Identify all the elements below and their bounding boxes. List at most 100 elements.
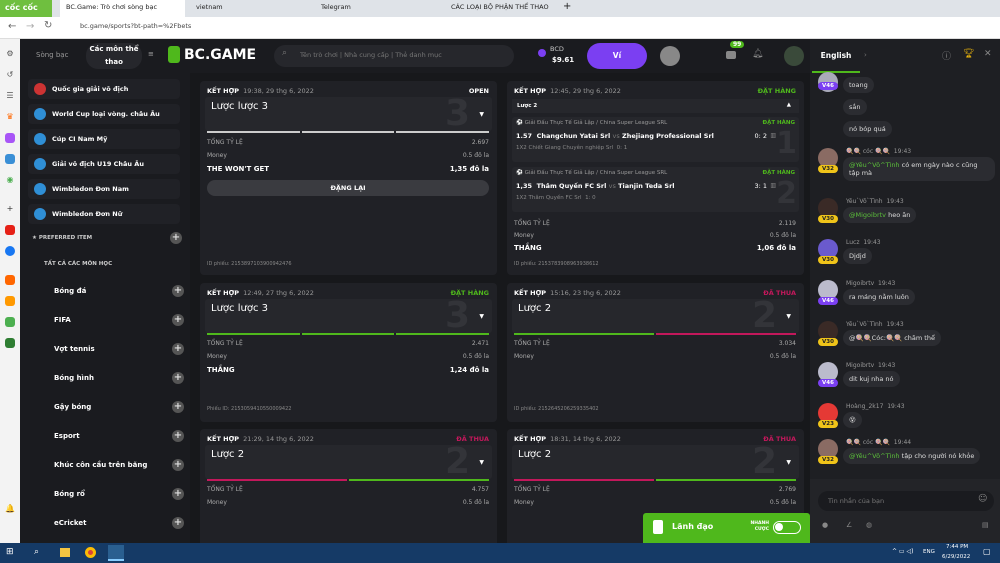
gift-icon[interactable]: ◍ — [866, 521, 873, 529]
trophy-icon[interactable]: 🏆︎ — [963, 49, 975, 59]
bell-icon[interactable]: 🔔︎ — [752, 49, 764, 59]
chat-language-tab[interactable]: English — [812, 39, 860, 73]
coin-icon[interactable]: ● — [822, 521, 829, 529]
league-item[interactable]: Wimbledon Đơn Nam — [28, 179, 180, 199]
leaf-icon[interactable] — [5, 338, 15, 348]
tab-sports-parts[interactable]: CÁC LOẠI BỘ PHẬN THỂ THAO — [451, 3, 549, 11]
tab-bcgame[interactable]: BC.Game: Trò chơi sòng bạc — [60, 0, 185, 17]
language-indicator[interactable]: ENG — [923, 549, 935, 555]
caret-up-icon[interactable]: ▲ — [786, 102, 791, 108]
search-input[interactable]: Tên trò chơi | Nhà cung cấp | Thẻ danh m… — [274, 45, 514, 67]
app-icon[interactable] — [5, 275, 15, 285]
forward-icon[interactable]: → — [26, 21, 35, 32]
leader-bar[interactable]: Lãnh đạo NHANH CƯỢC — [643, 513, 810, 543]
clock-time[interactable]: 7:44 PM — [946, 544, 969, 550]
sport-item-handball[interactable]: Bóng hình + — [34, 370, 184, 388]
notification-icon[interactable]: 🔔 — [5, 504, 15, 513]
sport-item-tennis[interactable]: Vợt tennis + — [34, 341, 184, 359]
caret-down-icon[interactable]: ▼ — [479, 459, 484, 466]
add-icon[interactable]: + — [6, 204, 14, 213]
casino-link[interactable]: Sòng bạc — [36, 51, 69, 59]
expand-icon[interactable]: + — [172, 372, 184, 384]
chevron-right-icon[interactable]: › — [864, 51, 867, 59]
expand-icon[interactable]: + — [172, 314, 184, 326]
search-icon[interactable]: ⌕ — [34, 547, 40, 557]
clock-date[interactable]: 6/29/2022 — [942, 554, 971, 560]
bet-selector[interactable]: Lược 2 2 ▼ — [512, 299, 799, 333]
currency-select[interactable]: BCD — [550, 45, 564, 53]
pen-icon[interactable]: ∠ — [846, 521, 853, 529]
reload-icon[interactable]: ↻ — [44, 20, 53, 31]
sport-item-basketball[interactable]: Bóng rổ + — [34, 486, 184, 504]
bet-selector[interactable]: Lược lược 3 3 ▼ — [205, 299, 492, 333]
quick-bet-toggle[interactable] — [773, 521, 801, 534]
gif-icon[interactable]: ▤ — [982, 521, 989, 529]
league-item[interactable]: World Cup loại vòng. châu Âu — [28, 104, 180, 124]
coccoc-menu[interactable]: cốc cốc — [0, 0, 52, 17]
caret-down-icon[interactable]: ▼ — [786, 313, 791, 320]
url-field[interactable]: bc.game/sports?bt-path=%2Fbets — [80, 22, 192, 30]
user-avatar[interactable] — [660, 46, 680, 66]
sport-item-esport[interactable]: Esport + — [34, 428, 184, 446]
mail-icon[interactable] — [726, 51, 736, 59]
expand-icon[interactable]: + — [172, 459, 184, 471]
list-icon[interactable]: ☰ — [6, 91, 14, 100]
back-icon[interactable]: ← — [8, 21, 17, 32]
action-center-icon[interactable]: ▢ — [983, 547, 991, 556]
messenger-icon[interactable] — [5, 133, 15, 143]
wallet-button[interactable]: Ví — [587, 43, 647, 69]
crown-icon[interactable]: ♛ — [6, 112, 14, 121]
league-item[interactable]: Quốc gia giải vô địch — [28, 79, 180, 99]
tab-telegram[interactable]: Telegram — [321, 3, 351, 11]
tab-vietnam[interactable]: vietnam — [196, 3, 223, 11]
info-icon[interactable]: ⓘ — [942, 52, 952, 62]
bet-selector[interactable]: Lược lược 3 3 ▼ — [205, 97, 492, 131]
expand-icon[interactable]: + — [172, 285, 184, 297]
chat-toggle-icon[interactable] — [784, 46, 804, 66]
emoji-icon[interactable]: ☺ — [978, 494, 988, 504]
league-item[interactable]: Cúp CI Nam Mỹ — [28, 129, 180, 149]
league-item[interactable]: Giải vô địch U19 Châu Âu — [28, 154, 180, 174]
gamepad-icon[interactable]: ◉ — [6, 175, 14, 184]
expand-icon[interactable]: + — [172, 343, 184, 355]
expand-icon[interactable]: + — [172, 517, 184, 529]
sport-item-ice-hockey[interactable]: Khúc côn cầu trên băng + — [34, 457, 184, 475]
shop-icon[interactable] — [5, 296, 15, 306]
youtube-icon[interactable] — [5, 225, 15, 235]
avatar — [818, 439, 838, 459]
sport-item-ecricket[interactable]: eCricket + — [34, 515, 184, 533]
chart-icon[interactable] — [5, 154, 15, 164]
menu-icon[interactable]: ≡ — [148, 50, 154, 58]
coccoc-taskbar-icon[interactable] — [108, 545, 124, 561]
stats-icon[interactable]: ▥ — [770, 182, 776, 189]
sport-item-fifa[interactable]: FIFA + — [34, 312, 184, 330]
calendar-icon[interactable] — [5, 317, 15, 327]
caret-down-icon[interactable]: ▼ — [786, 459, 791, 466]
expand-icon[interactable]: + — [172, 401, 184, 413]
bet-selector[interactable]: Lược 2 2 ▼ — [205, 445, 492, 479]
bet-selector-open[interactable]: Lược 2 ▲ — [512, 99, 799, 113]
facebook-icon[interactable] — [5, 246, 15, 256]
bet-selector[interactable]: Lược 2 2 ▼ — [512, 445, 799, 479]
add-preferred-button[interactable]: + — [170, 232, 182, 244]
rebet-button[interactable]: ĐẶNG LẠI — [207, 180, 489, 196]
file-explorer-icon[interactable] — [60, 548, 70, 557]
settings-icon[interactable]: ⚙ — [6, 49, 14, 58]
league-item[interactable]: Wimbledon Đơn Nữ — [28, 204, 180, 224]
caret-down-icon[interactable]: ▼ — [479, 313, 484, 320]
stats-icon[interactable]: ▥ — [770, 132, 776, 139]
new-tab-button[interactable]: + — [563, 1, 572, 12]
history-icon[interactable]: ↺ — [6, 70, 14, 79]
caret-down-icon[interactable]: ▼ — [479, 111, 484, 118]
expand-icon[interactable]: + — [172, 488, 184, 500]
logo-text[interactable]: BC.GAME — [184, 47, 257, 63]
chat-input[interactable]: Tin nhắn của bạn — [818, 491, 994, 511]
windows-start-icon[interactable]: ⊞ — [6, 547, 14, 557]
tray-icons[interactable]: ^ ▭ ◁) — [892, 548, 914, 555]
sports-link[interactable]: Các môn thể thao — [86, 43, 142, 69]
expand-icon[interactable]: + — [172, 430, 184, 442]
chrome-icon[interactable] — [85, 547, 96, 558]
sport-item-baseball[interactable]: Gậy bóng + — [34, 399, 184, 417]
sport-item-football[interactable]: Bóng đá + — [34, 283, 184, 301]
close-icon[interactable]: ✕ — [984, 49, 992, 59]
